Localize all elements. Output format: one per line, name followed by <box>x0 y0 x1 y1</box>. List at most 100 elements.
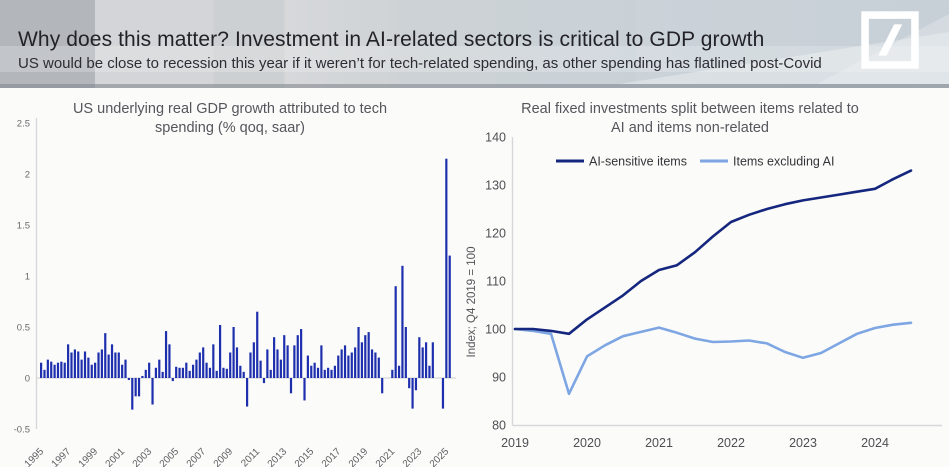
bar <box>154 367 158 378</box>
chart-title-left: US underlying real GDP growth attributed… <box>72 101 388 136</box>
bar <box>441 378 445 409</box>
bar <box>171 378 174 382</box>
bar <box>225 368 228 378</box>
bar <box>60 361 63 378</box>
bar <box>110 344 114 378</box>
x-tick-label: 2013 <box>266 446 290 467</box>
bar <box>340 349 343 378</box>
x-tick-label: 2019 <box>501 436 529 450</box>
bar <box>191 364 195 378</box>
y-tick-label: 140 <box>485 131 506 145</box>
slide-title: Why does this matter? Investment in AI-r… <box>18 28 765 51</box>
bar <box>330 369 333 378</box>
bar <box>117 352 120 378</box>
bar <box>222 367 225 378</box>
bars <box>40 158 451 410</box>
bar <box>327 367 330 378</box>
bar <box>303 378 306 401</box>
header-light-band <box>0 46 949 72</box>
bar <box>164 331 168 378</box>
x-tick-label: 2015 <box>293 446 317 467</box>
bar <box>249 352 252 378</box>
bar <box>235 347 239 378</box>
bar <box>90 364 93 378</box>
y-tick-label: 1.5 <box>17 221 30 232</box>
bar <box>313 362 316 378</box>
bar <box>276 349 279 378</box>
bar <box>246 378 249 407</box>
bar <box>40 362 43 378</box>
bar <box>377 357 380 378</box>
chart-title-right: Real fixed investments split between ite… <box>521 101 859 136</box>
y-tick-label: 0 <box>25 374 30 385</box>
y-tick-label: 1 <box>25 272 30 283</box>
bar <box>232 327 235 378</box>
bar <box>161 371 164 378</box>
x-tick-label: 2024 <box>861 436 889 450</box>
bar <box>391 369 394 378</box>
bar <box>148 362 151 378</box>
deutsche-bank-logo-svg <box>861 11 919 69</box>
bar <box>215 370 218 378</box>
bar <box>283 335 286 378</box>
bar <box>320 345 323 378</box>
y-tick-label: 120 <box>485 227 506 241</box>
bar <box>296 335 299 378</box>
y-tick-label: -0.5 <box>14 425 30 436</box>
ai-investment-line-chart: Real fixed investments split between ite… <box>460 88 949 467</box>
bar <box>279 359 282 378</box>
y-tick-label: 2 <box>25 170 30 181</box>
series-line-ai-sensitive-items <box>513 169 913 336</box>
bar <box>104 333 107 378</box>
bar <box>286 345 289 378</box>
bar <box>178 367 181 378</box>
header-bottom-edge <box>0 84 949 88</box>
x-tick-label: 2020 <box>573 436 601 450</box>
bar <box>448 255 451 378</box>
x-tick-label: 1997 <box>50 446 74 467</box>
bar <box>46 359 49 378</box>
deutsche-bank-logo-icon <box>861 11 919 69</box>
bar <box>431 342 434 378</box>
bar <box>347 355 350 378</box>
bar <box>300 329 303 378</box>
bar <box>80 359 83 378</box>
bar <box>404 327 407 378</box>
bar <box>185 362 188 378</box>
bar <box>181 367 185 378</box>
bar <box>137 378 141 397</box>
x-tick-label: 1995 <box>23 446 47 467</box>
bar <box>73 349 76 378</box>
bar <box>262 378 266 384</box>
bar <box>252 342 255 378</box>
bar <box>424 342 428 378</box>
bar <box>306 355 309 378</box>
bar <box>273 337 276 378</box>
bar <box>370 349 374 378</box>
x-tick-label: 2003 <box>131 446 155 467</box>
bar <box>337 355 340 378</box>
bar <box>401 265 404 378</box>
bar <box>374 352 377 378</box>
bar <box>50 361 53 378</box>
bar <box>310 365 313 378</box>
x-tick-label: 1999 <box>77 446 101 467</box>
slide-header: Why does this matter? Investment in AI-r… <box>0 0 949 88</box>
bar <box>360 342 364 378</box>
x-tick-label: 2023 <box>789 436 817 450</box>
y-tick-label: 80 <box>492 419 506 433</box>
bar <box>408 378 411 389</box>
bar <box>151 378 154 405</box>
y-tick-label: 90 <box>492 371 506 385</box>
bar <box>418 337 421 378</box>
bar <box>218 324 222 378</box>
bar <box>208 367 212 378</box>
bar <box>53 364 56 378</box>
bar <box>411 378 414 409</box>
bar <box>198 352 201 378</box>
legend-label: Items excluding AI <box>733 155 834 169</box>
bar <box>256 311 259 378</box>
bar <box>205 362 208 378</box>
bar <box>63 362 66 378</box>
x-tick-label: 2009 <box>212 446 236 467</box>
